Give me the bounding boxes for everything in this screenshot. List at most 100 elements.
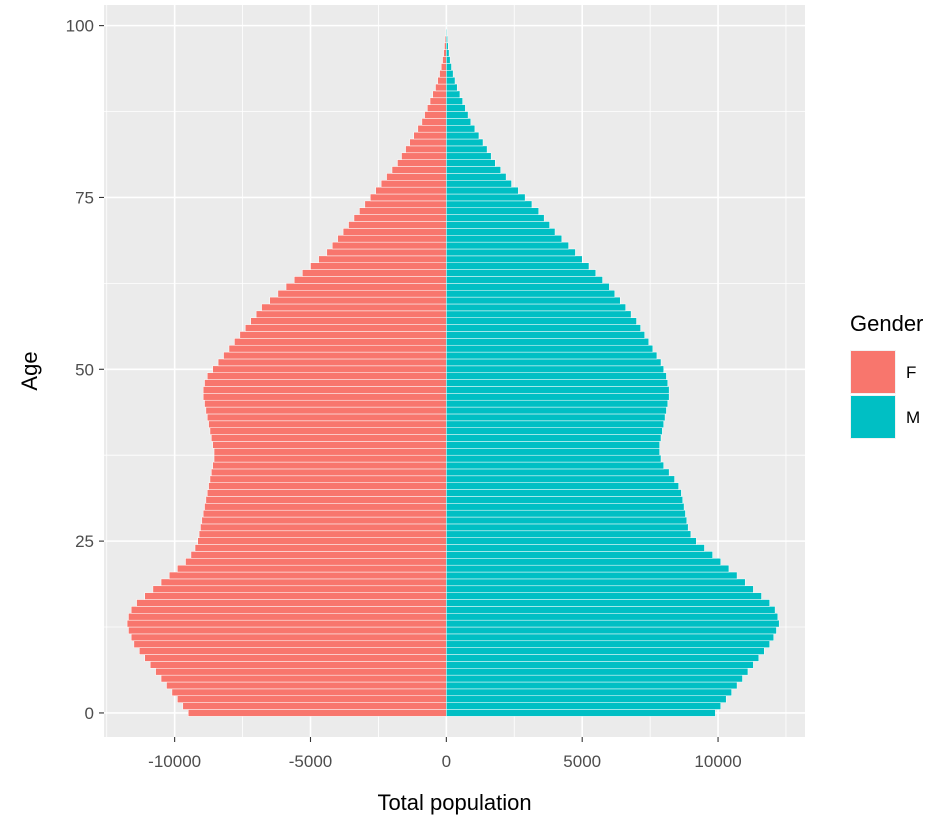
y-tick-label: 100 xyxy=(66,17,94,36)
bar-m-age-61 xyxy=(446,289,616,298)
bar-m-age-66 xyxy=(446,255,583,263)
bar-m-age-78 xyxy=(446,173,507,181)
bar-f-age-7 xyxy=(149,661,447,669)
bar-m-age-95 xyxy=(446,56,451,64)
bar-m-age-23 xyxy=(446,551,713,559)
bar-m-age-4 xyxy=(446,681,738,690)
bar-m-age-42 xyxy=(446,420,664,428)
legend-label-f: F xyxy=(906,363,916,382)
bar-f-age-30 xyxy=(204,503,447,511)
bar-f-age-65 xyxy=(310,262,447,270)
bar-m-age-20 xyxy=(446,571,738,580)
bar-m-age-35 xyxy=(446,468,670,477)
bar-f-age-63 xyxy=(293,276,447,284)
bar-m-age-15 xyxy=(446,606,776,614)
bar-f-age-3 xyxy=(171,688,447,697)
bar-m-age-46 xyxy=(446,393,670,401)
bar-m-age-7 xyxy=(446,661,754,669)
bar-m-age-13 xyxy=(446,619,780,628)
bar-m-age-28 xyxy=(446,516,688,525)
bar-f-age-2 xyxy=(177,695,447,703)
bar-m-age-59 xyxy=(446,303,626,312)
bar-f-age-19 xyxy=(160,578,447,587)
bar-m-age-5 xyxy=(446,674,743,683)
bar-m-age-65 xyxy=(446,262,590,270)
x-tick-label: -10000 xyxy=(148,752,201,771)
bar-m-age-31 xyxy=(446,496,683,504)
bar-f-age-11 xyxy=(130,633,447,642)
bar-f-age-1 xyxy=(182,702,447,710)
bar-f-age-97 xyxy=(444,42,447,50)
bar-f-age-51 xyxy=(217,358,447,367)
bar-m-age-14 xyxy=(446,613,779,621)
bar-f-age-43 xyxy=(206,413,447,422)
bar-m-age-80 xyxy=(446,159,496,167)
bar-m-age-91 xyxy=(446,83,458,92)
bar-f-age-53 xyxy=(228,344,447,353)
bar-f-age-60 xyxy=(269,296,447,305)
bar-m-age-43 xyxy=(446,413,666,422)
bar-f-age-21 xyxy=(177,564,447,573)
bar-f-age-40 xyxy=(211,434,447,442)
bar-m-age-77 xyxy=(446,180,512,188)
bar-f-age-14 xyxy=(128,613,447,621)
bars xyxy=(126,21,780,717)
bar-f-age-33 xyxy=(208,482,447,490)
bar-m-age-19 xyxy=(446,578,746,587)
bar-m-age-70 xyxy=(446,228,556,236)
bar-f-age-66 xyxy=(318,255,447,263)
bar-m-age-53 xyxy=(446,344,654,353)
bar-m-age-1 xyxy=(446,702,722,710)
bar-f-age-27 xyxy=(200,523,447,532)
bar-f-age-82 xyxy=(405,145,447,154)
bar-f-age-72 xyxy=(353,214,447,222)
bar-f-age-75 xyxy=(370,193,447,202)
bar-f-age-36 xyxy=(212,461,447,470)
bar-m-age-10 xyxy=(446,640,770,648)
bar-f-age-0 xyxy=(187,709,447,717)
bar-f-age-28 xyxy=(201,516,447,525)
bar-m-age-93 xyxy=(446,70,454,78)
bar-f-age-57 xyxy=(250,317,447,325)
bar-f-age-71 xyxy=(348,221,447,229)
bar-f-age-59 xyxy=(261,303,447,312)
bar-f-age-55 xyxy=(239,331,447,339)
bar-m-age-73 xyxy=(446,207,539,215)
y-tick-label: 0 xyxy=(85,704,94,723)
legend-swatch-m xyxy=(851,396,895,438)
legend: Gender F M xyxy=(850,311,923,439)
bar-f-age-44 xyxy=(205,406,447,415)
bar-m-age-69 xyxy=(446,235,563,243)
bar-f-age-8 xyxy=(144,654,447,662)
bar-m-age-56 xyxy=(446,324,641,332)
bar-f-age-4 xyxy=(166,681,447,690)
bar-m-age-89 xyxy=(446,97,463,105)
bar-f-age-17 xyxy=(144,592,447,600)
x-tick-label: 10000 xyxy=(694,752,741,771)
bar-f-age-77 xyxy=(380,180,447,188)
x-tick-label: 5000 xyxy=(563,752,601,771)
bar-f-age-74 xyxy=(364,200,447,209)
bar-f-age-96 xyxy=(443,49,447,57)
bar-m-age-45 xyxy=(446,399,669,408)
bar-m-age-34 xyxy=(446,475,675,483)
bar-m-age-57 xyxy=(446,317,637,325)
bar-f-age-35 xyxy=(211,468,447,477)
bar-m-age-62 xyxy=(446,283,610,291)
bar-m-age-33 xyxy=(446,482,679,490)
bar-f-age-61 xyxy=(277,289,447,298)
bar-m-age-12 xyxy=(446,626,777,635)
bar-f-age-16 xyxy=(136,599,447,607)
bar-m-age-98 xyxy=(446,35,448,44)
bar-f-age-22 xyxy=(185,558,447,566)
bar-f-age-24 xyxy=(194,544,447,552)
bar-f-age-39 xyxy=(212,441,447,449)
bar-m-age-99 xyxy=(446,28,448,37)
bar-f-age-52 xyxy=(223,351,447,360)
bar-m-age-54 xyxy=(446,338,650,346)
x-tick-label: -5000 xyxy=(289,752,332,771)
bar-f-age-5 xyxy=(160,674,447,683)
bar-f-age-49 xyxy=(206,372,447,380)
y-tick-label: 50 xyxy=(75,360,94,379)
